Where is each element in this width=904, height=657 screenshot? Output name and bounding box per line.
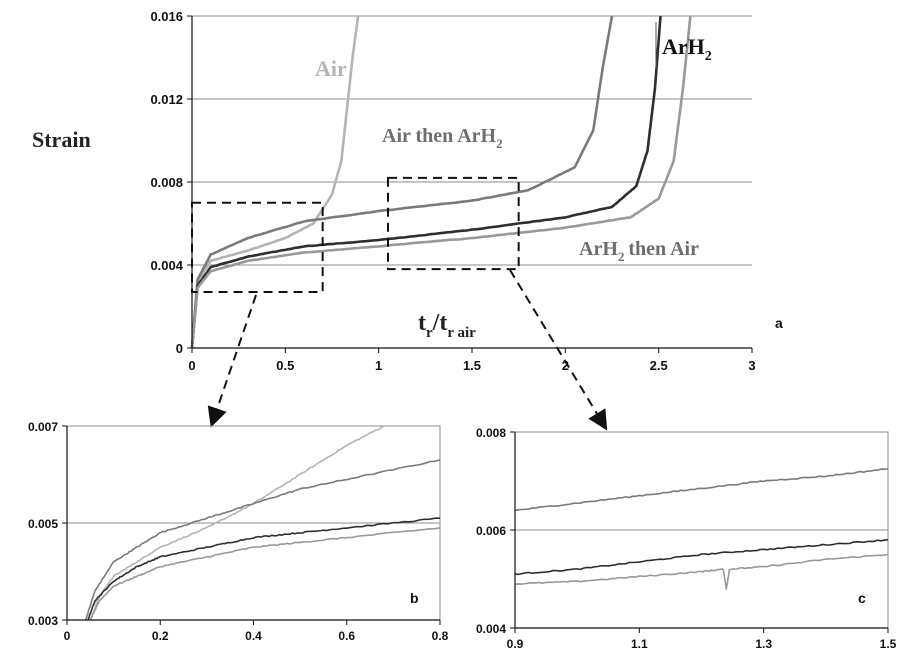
panel-b: 0 0.2 0.4 0.6 0.8 0.003 0.005 0.007 b <box>28 420 449 643</box>
y-tick-label-a-2: 0.008 <box>150 175 183 190</box>
series-a-air-then-arh2 <box>190 15 614 349</box>
series-a-arh2-then-air <box>190 15 692 348</box>
series-b-arh2 <box>87 517 441 621</box>
zoom-arrow-b <box>207 294 257 428</box>
x-tick-label-b-4: 0.8 <box>432 629 449 643</box>
series-a-air <box>190 15 360 349</box>
panel-letter-a: a <box>775 315 783 331</box>
y-tick-label-a-0: 0 <box>176 341 183 356</box>
panel-a-grid <box>192 15 752 266</box>
x-tick-label-c-1: 1.1 <box>631 637 648 651</box>
x-tick-label-b-0: 0 <box>64 629 71 643</box>
panel-a-series <box>190 15 692 349</box>
y-tick-label-c-2: 0.008 <box>476 426 506 440</box>
series-b-air-then-arh2 <box>84 459 441 620</box>
panel-a-zoom-boxes <box>191 176 520 293</box>
y-tick-label-b-0: 0.003 <box>28 614 58 628</box>
x-tick-label-b-3: 0.6 <box>338 629 355 643</box>
panel-b-ticks: 0 0.2 0.4 0.6 0.8 0.003 0.005 0.007 <box>28 420 449 643</box>
label-arh2: ArH2 <box>662 34 712 64</box>
x-tick-label-a-6: 3 <box>748 358 755 373</box>
x-axis-label: tr/tr air <box>418 310 476 341</box>
label-air-then-arh2: Air then ArH2 <box>382 125 503 151</box>
series-a-arh2 <box>190 15 662 349</box>
y-tick-label-a-1: 0.004 <box>150 258 183 273</box>
panel-c-series <box>514 467 889 590</box>
panel-letter-b: b <box>410 590 419 606</box>
panel-c-grid <box>514 431 889 629</box>
y-tick-label-a-3: 0.012 <box>150 92 183 107</box>
y-tick-label-b-1: 0.005 <box>28 517 58 531</box>
series-b-air <box>89 425 385 621</box>
x-tick-label-c-2: 1.3 <box>755 637 772 651</box>
x-tick-label-a-4: 2 <box>562 358 569 373</box>
panel-a: 0 0.5 1 1.5 2 2.5 3 0 0.004 0.008 0.012 0.016 Strai… <box>32 9 783 373</box>
x-tick-label-b-2: 0.4 <box>245 629 262 643</box>
panel-letter-c: c <box>858 590 866 606</box>
series-c-arh2 <box>514 539 889 576</box>
x-tick-label-c-0: 0.9 <box>507 637 524 651</box>
panel-a-ticks: 0 0.5 1 1.5 2 2.5 3 0 0.004 0.008 0.012 0.016 <box>150 9 755 373</box>
x-tick-label-c-3: 1.5 <box>880 637 897 651</box>
y-tick-label-c-0: 0.004 <box>476 622 506 636</box>
y-tick-label-c-1: 0.006 <box>476 524 506 538</box>
series-c-air-then-arh2 <box>514 467 889 512</box>
series-b-arh2-then-air <box>89 527 441 621</box>
panel-b-series <box>84 425 441 621</box>
series-c-arh2-then-air <box>514 553 889 590</box>
panel-c-ticks: 0.9 1.1 1.3 1.5 0.004 0.006 0.008 <box>476 426 897 651</box>
x-tick-label-a-1: 0.5 <box>276 358 294 373</box>
y-tick-label-b-2: 0.007 <box>28 420 58 434</box>
x-tick-label-a-3: 1.5 <box>463 358 481 373</box>
y-tick-label-a-4: 0.016 <box>150 9 183 24</box>
label-arh2-then-air: ArH2 then Air <box>579 238 699 264</box>
zoom-box-c <box>387 176 520 271</box>
panel-c: 0.9 1.1 1.3 1.5 0.004 0.006 0.008 c <box>476 426 897 651</box>
y-axis-label: Strain <box>32 127 91 152</box>
x-tick-label-a-0: 0 <box>188 358 195 373</box>
x-tick-label-a-2: 1 <box>375 358 382 373</box>
zoom-arrow-c <box>509 269 608 431</box>
x-tick-label-a-5: 2.5 <box>650 358 668 373</box>
label-air: Air <box>315 56 347 81</box>
x-tick-label-b-1: 0.2 <box>152 629 169 643</box>
